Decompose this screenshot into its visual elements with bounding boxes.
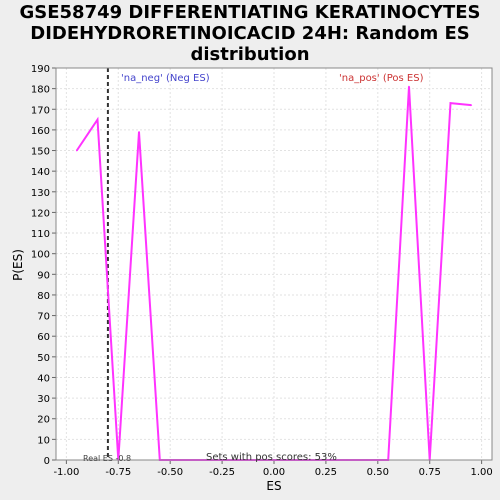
y-tick-label: 20 [37,415,50,426]
data-point [449,102,452,104]
x-tick-label: 1.00 [470,467,492,478]
y-axis-ticks: 0 10 20 30 40 50 60 70 80 90 100 110 120 130 140 150 160… [31,64,56,467]
data-point [75,149,78,152]
y-tick-label: 140 [31,167,50,178]
y-tick-label: 70 [37,312,50,323]
x-tick-label: 0.00 [263,467,285,478]
y-tick-label: 180 [31,85,50,96]
x-tick-label: 0.75 [419,467,441,478]
title-line-3: distribution [190,44,310,65]
y-tick-label: 160 [31,126,50,137]
x-tick-label: -1.00 [53,467,79,478]
y-tick-label: 100 [31,250,50,261]
title-line-1: GSE58749 DIFFERENTIATING KERATINOCYTES [19,2,481,23]
data-point [96,118,99,121]
x-axis-label: ES [266,479,281,493]
x-tick-label: -0.25 [209,467,235,478]
y-tick-label: 150 [31,147,50,158]
neg-label: 'na_neg' (Neg ES) [121,73,210,84]
data-point [138,131,140,133]
title-line-2: DIDEHYDRORETINOICACID 24H: Random ES [30,23,470,44]
y-tick-label: 60 [37,332,50,343]
data-point [408,85,410,88]
plot-border [55,67,493,461]
y-tick-label: 40 [37,373,50,384]
data-point [470,104,473,106]
y-axis-label: P(ES) [11,249,25,281]
y-tick-label: 110 [31,229,50,240]
x-tick-label: 0.25 [315,467,337,478]
y-tick-label: 50 [37,353,50,364]
y-tick-label: 10 [37,435,50,446]
y-tick-label: 120 [31,208,50,219]
y-tick-label: 130 [31,188,50,199]
y-tick-label: 190 [31,64,50,75]
y-tick-label: 30 [37,394,50,405]
y-tick-label: 90 [37,270,50,281]
x-axis-ticks: -1.00 -0.75 -0.50 -0.25 0.00 0.25 0.50 0.75 1.00 [53,460,493,478]
x-tick-label: -0.50 [157,467,183,478]
pos-scores-label: Sets with pos scores: 53% [206,452,337,463]
x-tick-label: -0.75 [105,467,131,478]
real-es-label: Real ES -0.8 [83,454,131,463]
y-tick-label: 80 [37,291,50,302]
chart-title: GSE58749 DIFFERENTIATING KERATINOCYTES D… [0,2,500,65]
x-tick-label: 0.50 [367,467,389,478]
y-tick-label: 170 [31,105,50,116]
pos-label: 'na_pos' (Pos ES) [339,73,424,84]
y-tick-label: 0 [44,456,50,467]
